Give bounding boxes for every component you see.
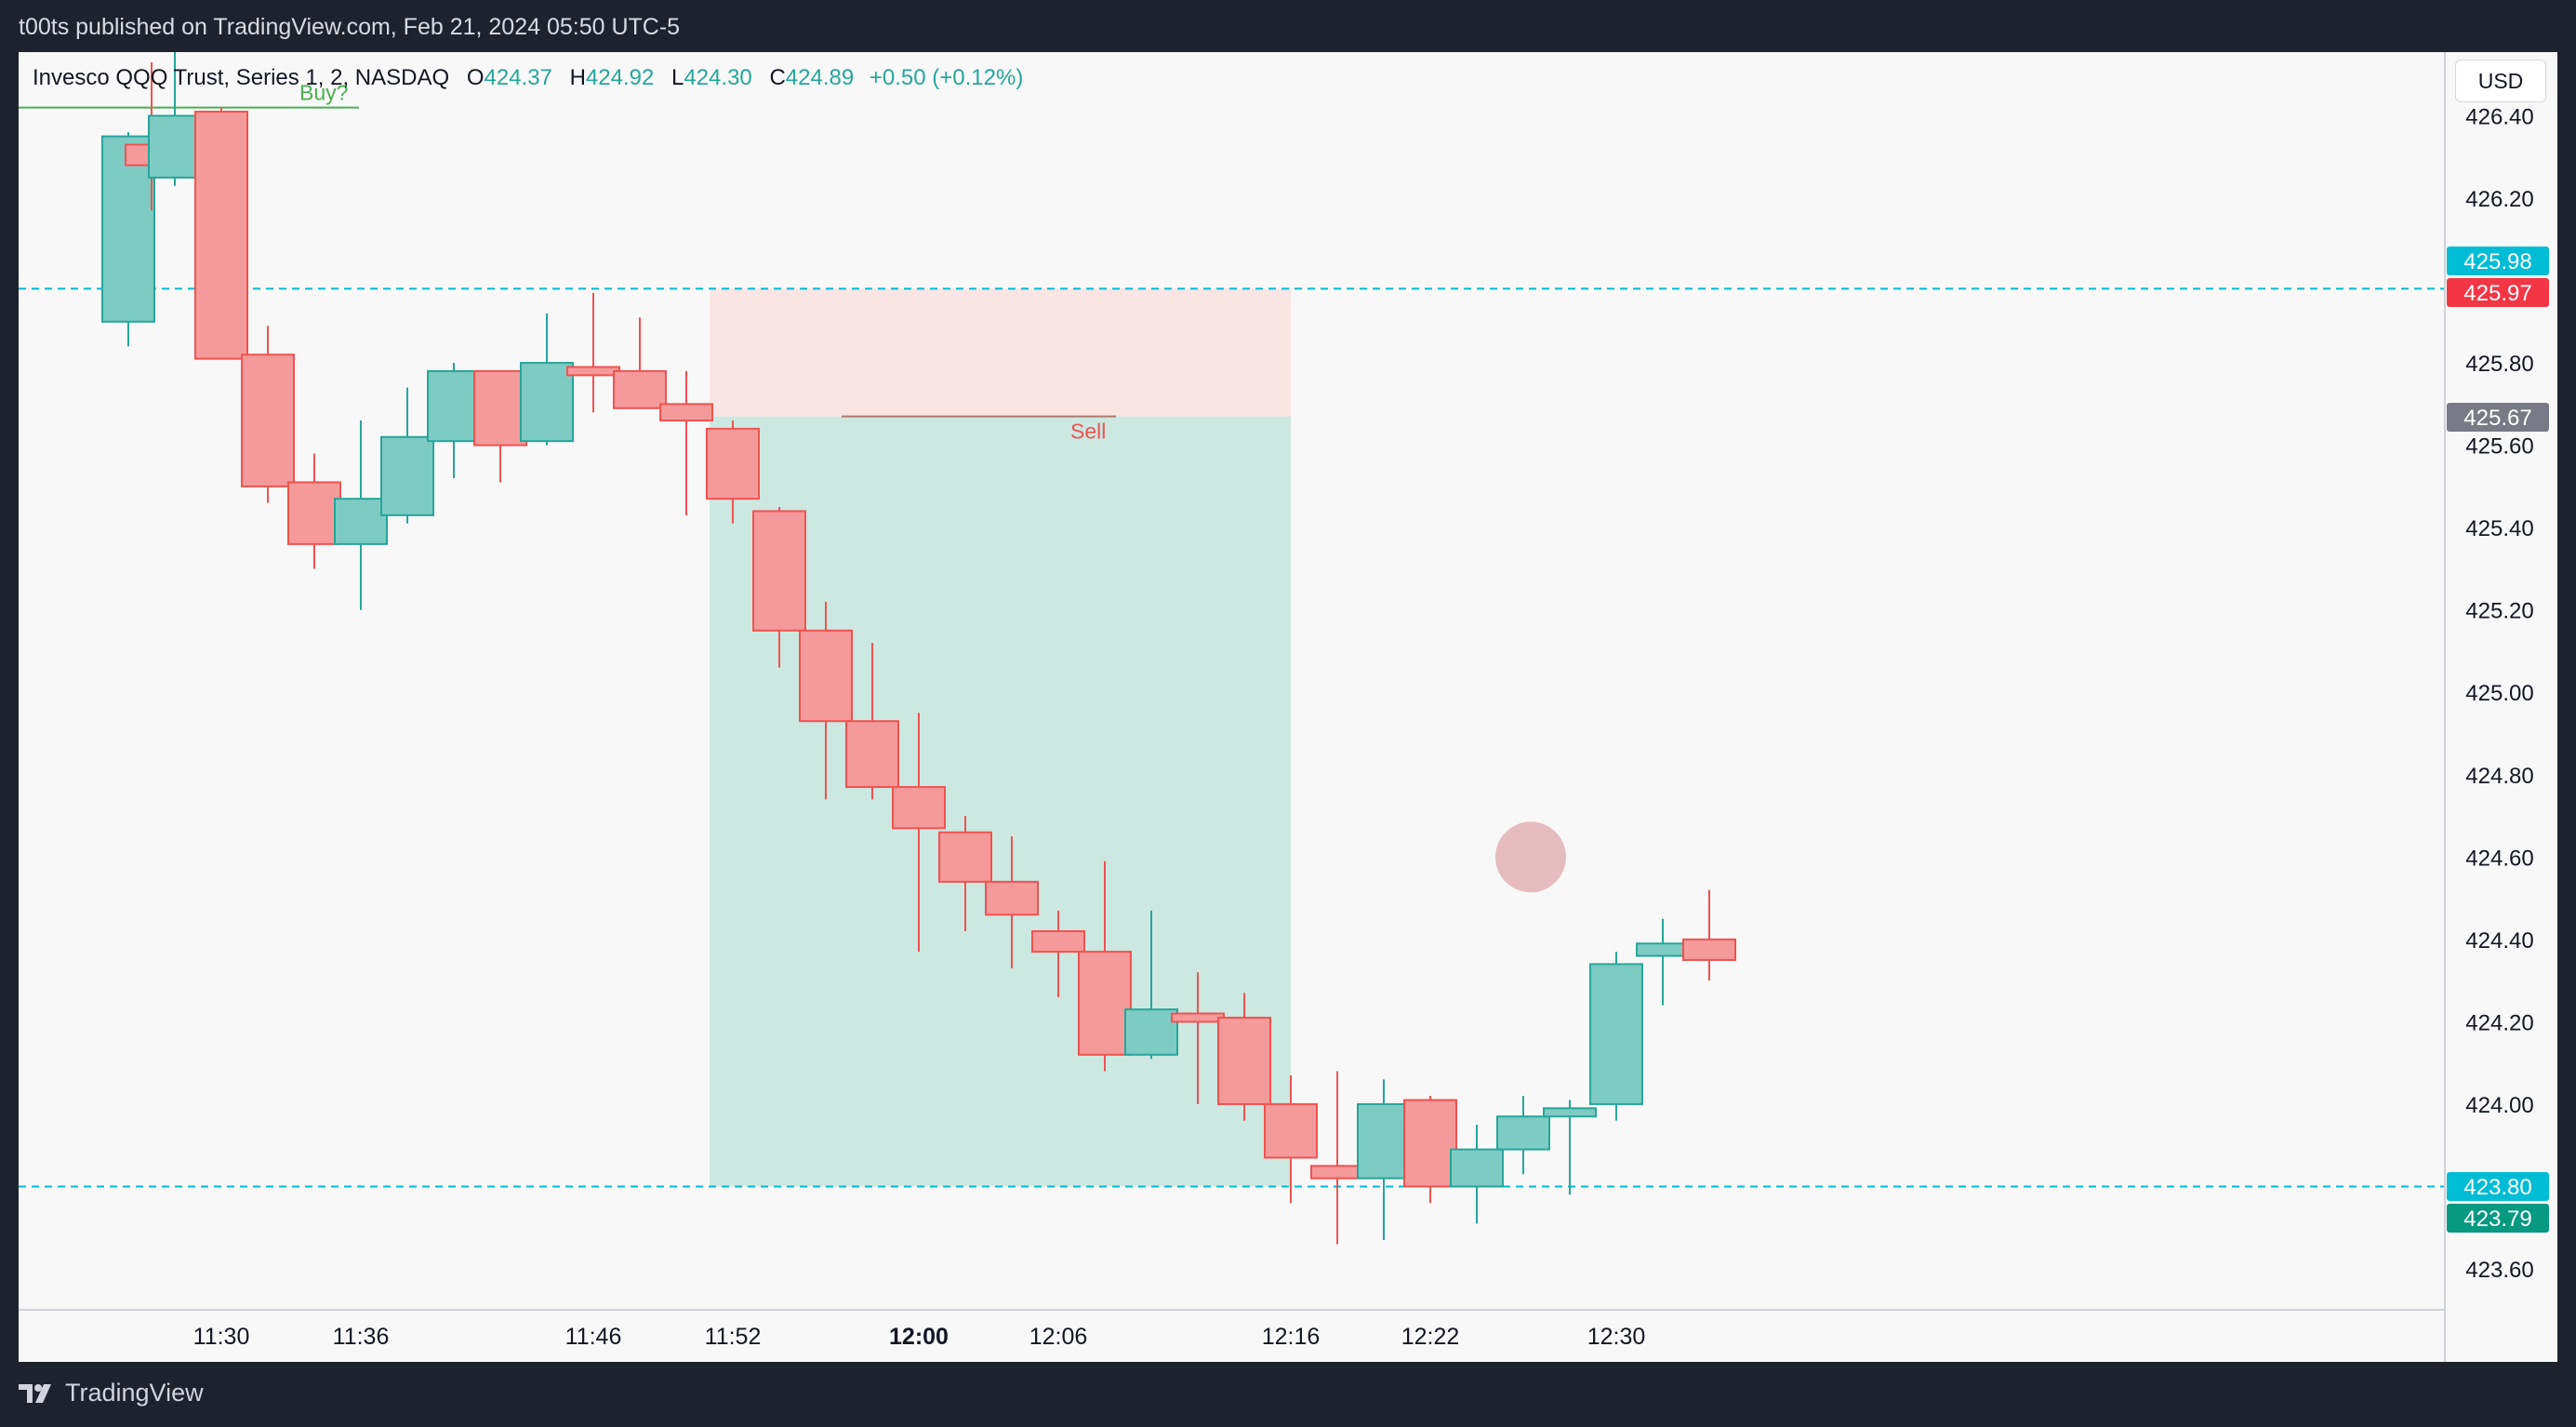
- price-tick: 424.80: [2465, 764, 2533, 789]
- symbol-name: Invesco QQQ Trust, Series 1, 2, NASDAQ: [33, 65, 450, 90]
- candle-bullish: [1450, 1148, 1504, 1188]
- high-label: H: [569, 65, 586, 90]
- candle-bearish: [613, 369, 667, 409]
- price-label-box: [2447, 1204, 2549, 1233]
- candle-bullish: [427, 369, 481, 443]
- candle-bearish: [1264, 1102, 1318, 1159]
- chart-area[interactable]: Buy? Sell 426.40 426.20 425.80 425.60 425.40 42…: [19, 52, 2557, 1362]
- candle-bearish: [1078, 951, 1132, 1056]
- candle-bullish: [1636, 942, 1690, 957]
- price-label-box: [2447, 1172, 2549, 1201]
- candle-bullish: [148, 114, 202, 179]
- candle-bearish: [752, 510, 806, 632]
- candlestick-chart[interactable]: Buy? Sell 426.40 426.20 425.80 425.60 425.40 42…: [19, 52, 2557, 1362]
- candle-bearish: [1031, 929, 1085, 954]
- highlight-marker: [1495, 821, 1566, 893]
- price-tick: 426.40: [2465, 104, 2533, 129]
- time-tick: 12:30: [1587, 1324, 1646, 1350]
- candle-bearish: [287, 481, 341, 545]
- price-tick: 425.20: [2465, 599, 2533, 624]
- candle-bearish: [845, 720, 899, 789]
- bottom-bar: [0, 1362, 2576, 1427]
- close-label: C: [769, 65, 786, 90]
- price-label: 423.80: [2463, 1175, 2531, 1200]
- price-tick: 425.80: [2465, 352, 2533, 377]
- close-value: 424.89: [785, 65, 855, 90]
- brand-name: TradingView: [65, 1379, 204, 1407]
- candle-bullish: [1589, 963, 1643, 1105]
- candle-bullish: [1124, 1008, 1178, 1056]
- candle-bullish: [520, 362, 574, 443]
- price-label-box: [2447, 403, 2549, 432]
- candle-bearish: [1217, 1016, 1271, 1105]
- candle-bearish: [1310, 1165, 1364, 1180]
- low-label: L: [671, 65, 684, 90]
- time-tick: 11:30: [193, 1324, 250, 1350]
- profit-target-zone: [710, 416, 1291, 1187]
- price-label: 425.67: [2463, 406, 2531, 431]
- open-value: 424.37: [484, 65, 552, 90]
- price-tick: 424.20: [2465, 1010, 2533, 1035]
- price-tick: 426.20: [2465, 187, 2533, 212]
- tradingview-logo-icon: [19, 1383, 56, 1404]
- candle-bearish: [566, 366, 620, 377]
- candle-bearish: [1682, 938, 1736, 961]
- time-tick: 11:46: [565, 1324, 622, 1350]
- price-tick: 424.40: [2465, 928, 2533, 954]
- open-label: O: [466, 65, 485, 90]
- price-label-box: [2447, 247, 2549, 275]
- low-value: 424.30: [684, 65, 752, 90]
- candle-bearish: [659, 403, 713, 422]
- time-tick: 12:22: [1401, 1324, 1460, 1350]
- published-info: t00ts published on TradingView.com, Feb …: [19, 14, 681, 40]
- top-bar: t00ts published on TradingView.com, Feb …: [0, 0, 2576, 52]
- candle-bearish: [194, 111, 248, 360]
- candle-bearish: [892, 786, 946, 830]
- currency-button[interactable]: USD: [2455, 60, 2546, 102]
- candle-bearish: [706, 427, 760, 500]
- price-tick: 424.60: [2465, 846, 2533, 871]
- candle-bullish: [334, 498, 388, 545]
- candle-bullish: [1357, 1102, 1411, 1180]
- candle-bearish: [1171, 1012, 1225, 1023]
- price-tick: 423.60: [2465, 1258, 2533, 1283]
- candle-bullish: [1496, 1115, 1550, 1151]
- stop-loss-zone: [710, 288, 1291, 417]
- time-tick: 12:06: [1029, 1324, 1088, 1350]
- sell-annotation: Sell: [1070, 420, 1106, 444]
- symbol-legend: Invesco QQQ Trust, Series 1, 2, NASDAQ O…: [33, 65, 1023, 91]
- price-label-box: [2447, 278, 2549, 307]
- price-label: 425.97: [2463, 281, 2531, 306]
- price-tick: 425.00: [2465, 681, 2533, 706]
- price-tick: 424.00: [2465, 1093, 2533, 1118]
- time-tick: 11:52: [705, 1324, 762, 1350]
- buy-annotation: Buy?: [299, 81, 348, 105]
- candle-bearish: [1403, 1099, 1457, 1188]
- high-value: 424.92: [585, 65, 655, 90]
- time-tick: 12:00: [889, 1324, 949, 1350]
- candle-bullish: [380, 435, 434, 516]
- candle-bearish: [473, 369, 527, 447]
- candle-bullish: [1543, 1107, 1597, 1118]
- change-value: +0.50 (+0.12%): [869, 65, 1024, 90]
- time-tick: 12:16: [1262, 1324, 1321, 1350]
- candle-bearish: [241, 353, 295, 487]
- price-tick: 425.60: [2465, 434, 2533, 460]
- candle-bearish: [799, 629, 853, 723]
- candle-bearish: [938, 831, 992, 883]
- price-tick: 425.40: [2465, 516, 2533, 541]
- candle-bearish: [985, 880, 1039, 916]
- candle-bullish: [101, 135, 155, 323]
- time-tick: 11:36: [333, 1324, 390, 1350]
- price-label: 423.79: [2463, 1207, 2531, 1232]
- tradingview-brand[interactable]: TradingView: [19, 1379, 204, 1407]
- price-label: 425.98: [2463, 249, 2531, 274]
